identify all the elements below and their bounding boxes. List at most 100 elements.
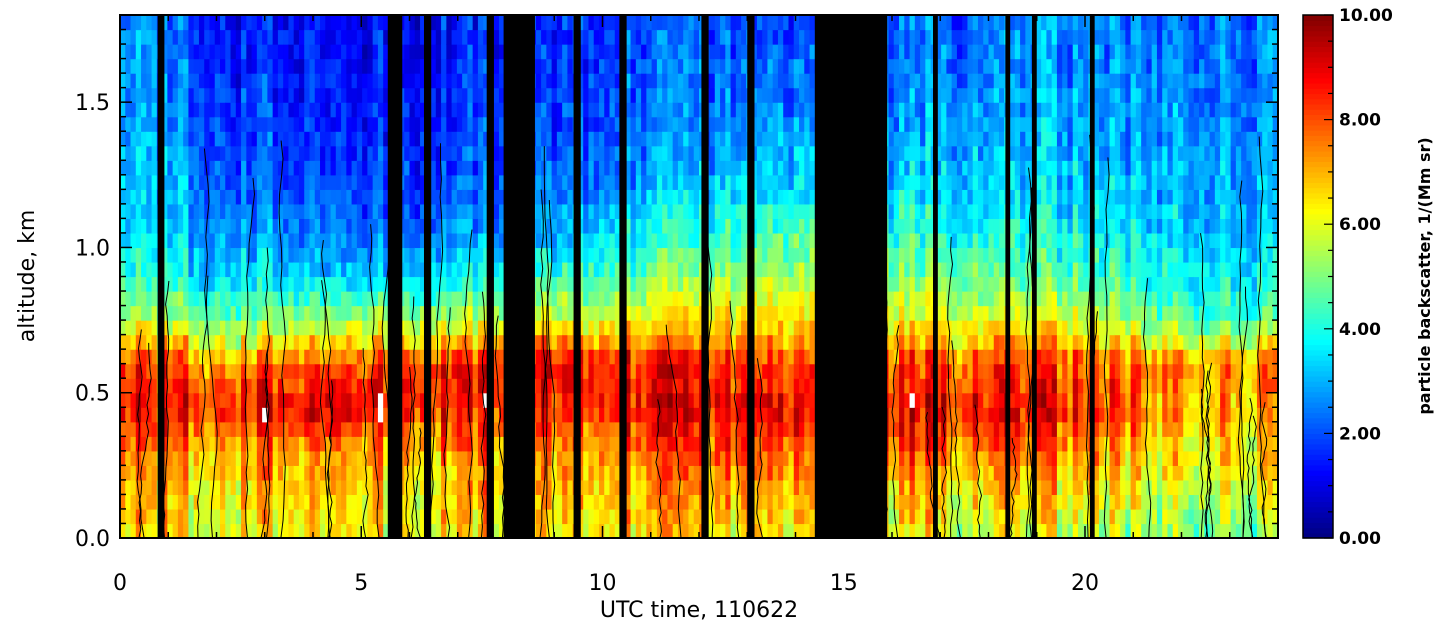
heatmap-cell: [583, 305, 590, 321]
heatmap-cell: [356, 305, 363, 321]
heatmap-cell: [309, 218, 316, 234]
heatmap-cell: [667, 218, 674, 234]
heatmap-cell: [630, 378, 637, 394]
heatmap-cell: [799, 218, 805, 234]
heatmap-cell: [709, 160, 716, 176]
heatmap-cell: [198, 392, 205, 408]
heatmap-cell: [220, 479, 226, 496]
heatmap-cell: [741, 174, 747, 190]
heatmap-cell: [683, 378, 690, 394]
heatmap-cell: [793, 232, 800, 249]
heatmap-cell: [446, 218, 453, 234]
heatmap-cell: [356, 276, 363, 292]
heatmap-cell: [298, 102, 305, 118]
heatmap-cell: [409, 189, 416, 205]
heatmap-cell: [493, 44, 500, 60]
heatmap-cell: [677, 349, 684, 365]
heatmap-cell: [277, 349, 284, 365]
heatmap-cell: [251, 508, 258, 525]
heatmap-cell: [351, 145, 358, 161]
heatmap-cell: [756, 465, 763, 481]
heatmap-cell: [362, 508, 368, 525]
heatmap-cell: [556, 407, 563, 423]
heatmap-cell: [356, 349, 363, 365]
heatmap-cell: [220, 102, 226, 118]
heatmap-cell: [135, 232, 142, 249]
heatmap-cell: [462, 29, 468, 45]
heatmap-cell: [198, 73, 205, 89]
heatmap-cell: [477, 305, 484, 321]
heatmap-cell: [188, 102, 195, 118]
heatmap-cell: [788, 436, 795, 452]
heatmap-cell: [635, 58, 642, 74]
heatmap-cell: [230, 203, 237, 219]
heatmap-cell: [777, 320, 784, 336]
heatmap-cell: [783, 291, 790, 307]
heatmap-cell: [641, 203, 647, 219]
heatmap-cell: [646, 465, 653, 481]
heatmap-cell: [251, 407, 258, 423]
heatmap-cell: [677, 392, 684, 408]
heatmap-cell: [635, 116, 642, 132]
heatmap-cell: [477, 87, 484, 103]
heatmap-cell: [777, 29, 784, 45]
heatmap-cell: [377, 305, 384, 321]
heatmap-cell: [809, 291, 816, 307]
heatmap-cell: [125, 102, 132, 118]
heatmap-cell: [430, 508, 437, 525]
heatmap-cell: [804, 508, 811, 525]
heatmap-cell: [146, 174, 153, 190]
heatmap-cell: [709, 29, 716, 45]
heatmap-cell: [377, 131, 384, 147]
heatmap-cell: [209, 494, 216, 510]
heatmap-cell: [725, 218, 732, 234]
heatmap-cell: [630, 189, 637, 205]
heatmap-cell: [235, 378, 242, 394]
heatmap-cell: [598, 203, 605, 219]
heatmap-cell: [809, 407, 816, 423]
heatmap-cell: [304, 174, 311, 190]
heatmap-cell: [283, 15, 290, 31]
heatmap-cell: [567, 494, 574, 510]
heatmap-cell: [367, 378, 374, 394]
heatmap-cell: [656, 15, 663, 31]
heatmap-cell: [435, 131, 442, 147]
heatmap-cell: [314, 523, 321, 538]
heatmap-cell: [693, 508, 700, 525]
heatmap-cell: [630, 29, 637, 45]
heatmap-cell: [335, 276, 342, 292]
heatmap-cell: [209, 203, 216, 219]
heatmap-cell: [583, 479, 590, 496]
heatmap-cell: [120, 116, 126, 132]
heatmap-cell: [241, 407, 247, 423]
heatmap-cell: [446, 465, 453, 481]
heatmap-cell: [430, 247, 437, 263]
heatmap-cell: [298, 508, 305, 525]
heatmap-cell: [235, 58, 242, 74]
heatmap-cell: [435, 29, 442, 45]
heatmap-cell: [741, 15, 747, 31]
heatmap-cell: [477, 508, 484, 525]
heatmap-cell: [804, 261, 811, 278]
heatmap-cell: [320, 160, 326, 176]
heatmap-cell: [220, 523, 226, 538]
heatmap-cell: [609, 494, 616, 510]
heatmap-cell: [220, 44, 226, 60]
heatmap-cell: [230, 421, 237, 437]
heatmap-cell: [146, 465, 153, 481]
heatmap-cell: [751, 523, 758, 538]
heatmap-cell: [493, 407, 500, 423]
heatmap-cell: [730, 261, 737, 278]
heatmap-cell: [788, 291, 795, 307]
heatmap-cell: [125, 305, 132, 321]
heatmap-cell: [167, 44, 174, 60]
heatmap-cell: [777, 44, 784, 60]
heatmap-cell: [272, 392, 279, 408]
heatmap-cell: [772, 291, 779, 307]
heatmap-cell: [788, 349, 795, 365]
heatmap-cell: [541, 218, 547, 234]
heatmap-cell: [751, 58, 758, 74]
heatmap-cell: [598, 29, 605, 45]
heatmap-cell: [277, 523, 284, 538]
heatmap-cell: [767, 363, 774, 379]
